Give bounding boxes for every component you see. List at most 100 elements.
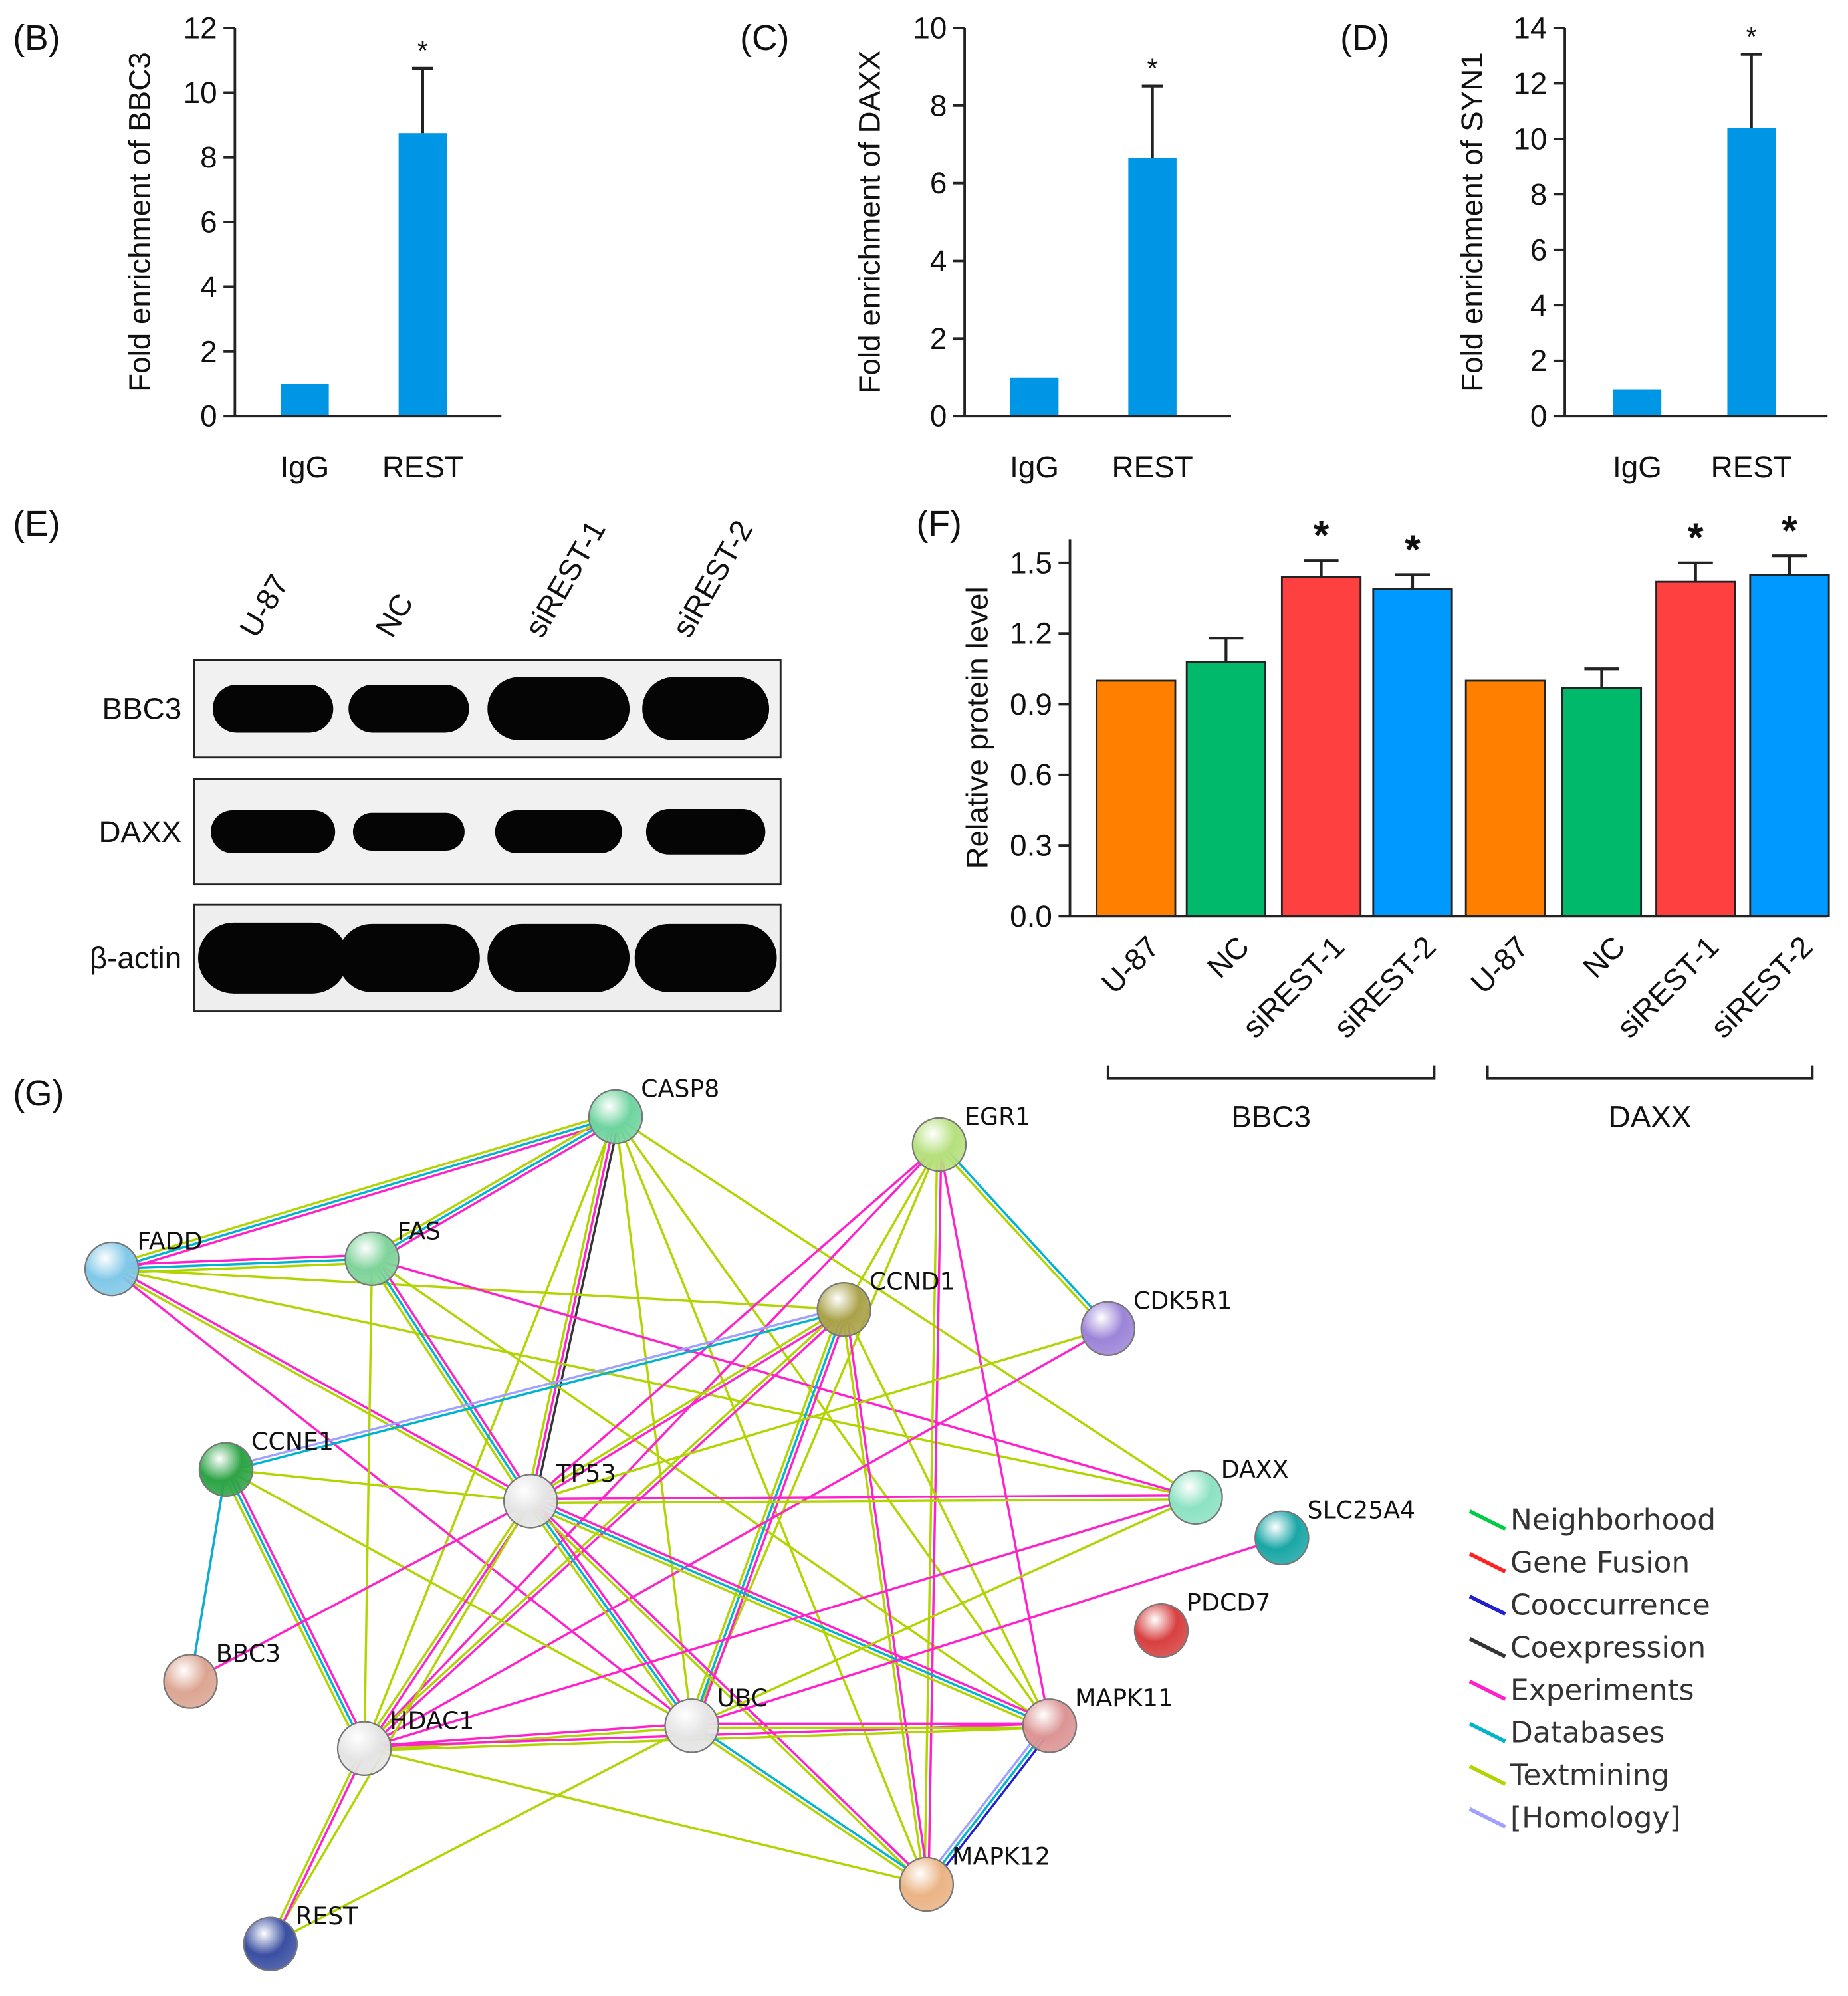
blot-band bbox=[211, 810, 336, 853]
edge bbox=[614, 1116, 693, 1726]
edge bbox=[371, 1258, 532, 1502]
y-tick-label: 6 bbox=[930, 166, 947, 200]
legend-swatch bbox=[1468, 1764, 1506, 1786]
edge bbox=[843, 1309, 1051, 1727]
edge bbox=[530, 1499, 1050, 1727]
edge bbox=[691, 1496, 1197, 1727]
group-label: DAXX bbox=[1609, 1100, 1692, 1134]
error-bar bbox=[1772, 554, 1807, 575]
blot-band bbox=[634, 923, 777, 992]
node-label: TP53 bbox=[555, 1459, 616, 1488]
panel-label: (B) bbox=[13, 19, 60, 58]
lane-label: siREST-2 bbox=[665, 514, 759, 643]
legend-label: Cooccurrence bbox=[1510, 1589, 1710, 1622]
y-tick-label: 2 bbox=[930, 322, 947, 356]
edge bbox=[530, 1494, 1196, 1501]
bar bbox=[1613, 389, 1662, 417]
x-tick-label: siREST-1 bbox=[1611, 930, 1726, 1045]
edge bbox=[111, 1115, 616, 1270]
x-tick-label: IgG bbox=[1010, 450, 1059, 484]
network-node bbox=[664, 1698, 719, 1753]
edge bbox=[111, 1253, 372, 1266]
blot-band bbox=[338, 923, 480, 992]
legend-swatch bbox=[1468, 1721, 1506, 1743]
significance-mark: * bbox=[1147, 53, 1157, 84]
lane-label: siREST-1 bbox=[519, 514, 612, 643]
legend-label: Neighborhood bbox=[1510, 1503, 1716, 1537]
x-tick-label: U-87 bbox=[1464, 930, 1535, 1000]
edge bbox=[225, 1468, 693, 1727]
node-label: FADD bbox=[137, 1227, 202, 1256]
group-bracket bbox=[1486, 1065, 1814, 1080]
edge bbox=[691, 1144, 941, 1727]
edge bbox=[614, 1116, 928, 1885]
x-tick-label: REST bbox=[1112, 450, 1193, 484]
edge bbox=[929, 1727, 1054, 1888]
edge bbox=[112, 1266, 532, 1501]
error-bar bbox=[1304, 559, 1339, 578]
network-edges bbox=[110, 1111, 1282, 1945]
node-label: CCND1 bbox=[869, 1268, 955, 1296]
significance-mark: * bbox=[1314, 512, 1329, 558]
legend-swatch bbox=[1468, 1509, 1506, 1531]
node-label: UBC bbox=[717, 1684, 768, 1712]
network-node bbox=[1168, 1470, 1223, 1525]
legend-swatch bbox=[1468, 1807, 1506, 1829]
row-label: BBC3 bbox=[102, 692, 182, 726]
edge bbox=[364, 1496, 1197, 1750]
network-node bbox=[336, 1721, 392, 1776]
legend-label: Databases bbox=[1510, 1716, 1665, 1749]
y-tick-label: 6 bbox=[1530, 233, 1547, 267]
blot-band bbox=[348, 684, 469, 733]
blot-band bbox=[645, 809, 766, 855]
y-tick-label: 6 bbox=[200, 205, 217, 239]
edge bbox=[529, 1116, 617, 1501]
edge bbox=[189, 1469, 227, 1682]
legend-label: Experiments bbox=[1510, 1673, 1694, 1707]
y-tick-label: 4 bbox=[200, 270, 217, 304]
y-tick-label: 0 bbox=[930, 399, 947, 433]
edge bbox=[692, 1723, 929, 1884]
significance-mark: * bbox=[1688, 515, 1704, 560]
node-label: REST bbox=[296, 1902, 358, 1930]
lane-label: NC bbox=[369, 588, 420, 643]
legend-swatch bbox=[1468, 1595, 1506, 1616]
network-node bbox=[163, 1654, 218, 1709]
node-label: MAPK12 bbox=[952, 1842, 1050, 1871]
significance-mark: * bbox=[1746, 21, 1757, 52]
edge bbox=[367, 1260, 528, 1504]
error-bar bbox=[411, 66, 433, 134]
edge bbox=[845, 1309, 930, 1884]
edge bbox=[528, 1501, 926, 1887]
bar bbox=[1185, 661, 1266, 917]
y-axis-label: Fold enrichment of DAXX bbox=[852, 51, 886, 394]
network-node bbox=[1022, 1698, 1078, 1753]
edge bbox=[530, 1310, 846, 1504]
edge bbox=[529, 1500, 693, 1727]
y-tick-label: 14 bbox=[1513, 11, 1547, 45]
node-label: HDAC1 bbox=[390, 1706, 474, 1735]
significance-mark: * bbox=[1782, 508, 1797, 553]
bar bbox=[281, 384, 329, 417]
bar bbox=[1561, 687, 1643, 917]
edge bbox=[269, 1500, 532, 1945]
edge bbox=[364, 1722, 692, 1748]
x-tick-label: NC bbox=[1576, 930, 1631, 985]
bar bbox=[1280, 576, 1362, 917]
edge bbox=[691, 1309, 846, 1726]
legend-swatch bbox=[1468, 1552, 1506, 1573]
network-node bbox=[503, 1474, 558, 1529]
error-bar bbox=[1141, 84, 1163, 158]
edge bbox=[225, 1468, 531, 1503]
edge bbox=[530, 1143, 941, 1502]
edge bbox=[531, 1496, 1052, 1723]
blot-band bbox=[642, 677, 770, 740]
edge bbox=[371, 1115, 616, 1260]
legend-swatch bbox=[1468, 1679, 1506, 1701]
edge bbox=[228, 1467, 370, 1747]
edge bbox=[363, 1258, 374, 1749]
legend-label: Textmining bbox=[1510, 1758, 1669, 1792]
network-node bbox=[344, 1231, 400, 1287]
edge bbox=[225, 1306, 844, 1469]
